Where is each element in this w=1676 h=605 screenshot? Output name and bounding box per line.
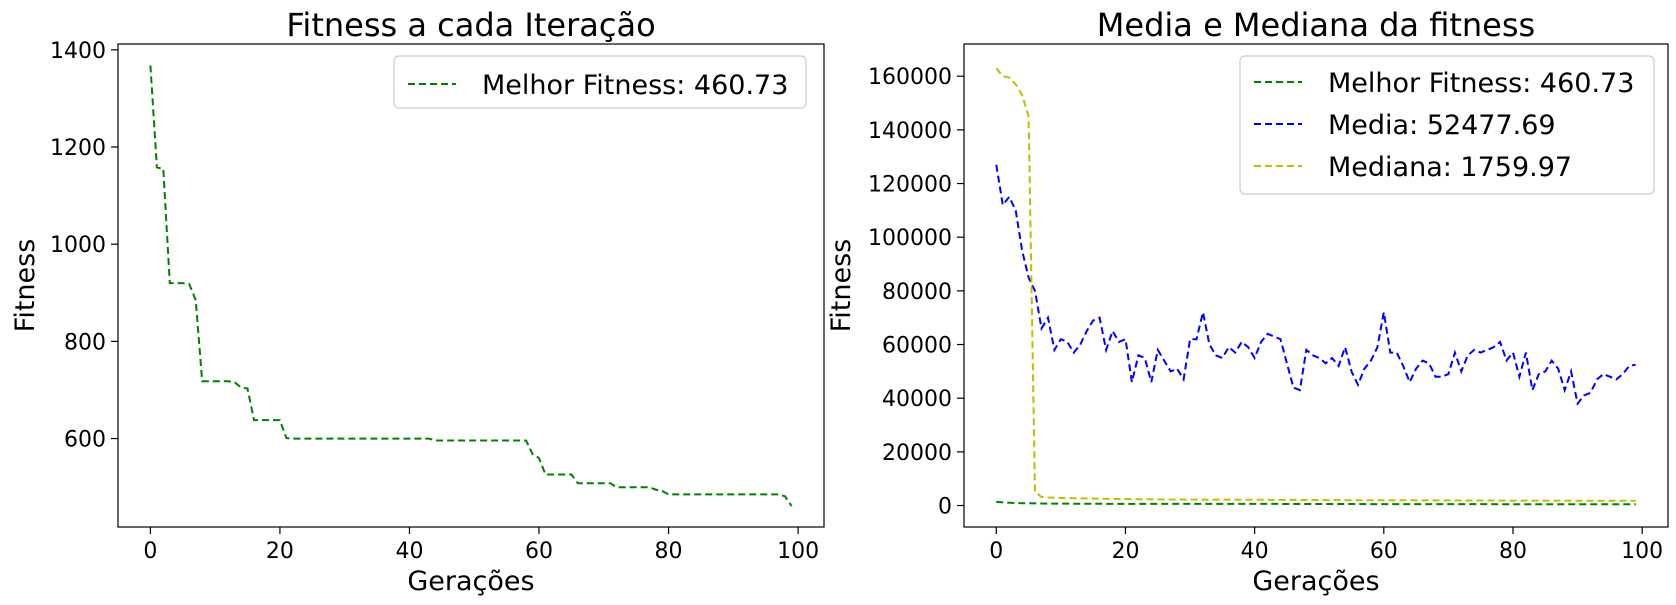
y-tick-label: 40000 [882, 387, 952, 412]
series-line-0 [149, 65, 793, 507]
y-tick-label: 140000 [868, 119, 952, 144]
x-axis-label: Gerações [1252, 566, 1379, 597]
y-tick-label: 0 [938, 495, 952, 520]
x-tick-label: 40 [395, 539, 423, 564]
chart-fitness-per-iteration: Fitness a cada Iteração 0 20 40 60 80 100 600 80… [10, 6, 825, 597]
y-tick-label: 20000 [882, 441, 952, 466]
chart-title: Media e Mediana da fitness [1097, 6, 1535, 44]
legend-label-1: Media: 52477.69 [1328, 110, 1556, 141]
legend: Melhor Fitness: 460.73 Media: 52477.69 Med… [1239, 55, 1655, 195]
x-tick-label: 0 [143, 539, 157, 564]
y-tick-label: 60000 [882, 334, 952, 359]
x-tick-label: 100 [777, 539, 819, 564]
chart-title: Fitness a cada Iteração [286, 6, 655, 44]
x-tick-label: 0 [989, 539, 1003, 564]
y-tick-label: 1200 [50, 136, 106, 161]
legend-label-2: Mediana: 1759.97 [1328, 152, 1572, 183]
legend-box [393, 55, 807, 109]
series-line-1 [995, 164, 1636, 406]
x-axis-label: Gerações [407, 566, 534, 597]
y-tick-label: 1000 [50, 233, 106, 258]
y-tick-label: 80000 [882, 280, 952, 305]
x-tick-label: 40 [1241, 539, 1269, 564]
plot-area-frame [963, 43, 1669, 528]
y-tick-label: 120000 [868, 173, 952, 198]
legend-label-0: Melhor Fitness: 460.73 [482, 70, 788, 101]
x-tick-label: 80 [655, 539, 683, 564]
x-tick-label: 20 [1111, 539, 1139, 564]
legend-box [1239, 55, 1655, 195]
x-tick-label: 80 [1499, 539, 1527, 564]
y-tick-label: 160000 [868, 65, 952, 90]
y-axis-label: Fitness [826, 239, 857, 333]
legend: Melhor Fitness: 460.73 [393, 55, 807, 109]
series-line-2 [995, 67, 1636, 502]
y-tick-label: 100000 [868, 226, 952, 251]
x-tick-label: 100 [1621, 539, 1663, 564]
chart-mean-median-fitness: Media e Mediana da fitness 0 20 40 60 80 100 0 2… [826, 6, 1669, 597]
x-tick-label: 60 [1370, 539, 1398, 564]
legend-label-0: Melhor Fitness: 460.73 [1328, 68, 1634, 99]
series-line-0 [996, 500, 1636, 506]
x-tick-label: 20 [266, 539, 294, 564]
y-tick-label: 800 [64, 330, 106, 355]
plot-area-frame [117, 43, 825, 528]
x-tick-label: 60 [525, 539, 553, 564]
y-axis-label: Fitness [10, 239, 41, 333]
y-tick-label: 600 [64, 428, 106, 453]
y-tick-label: 1400 [50, 39, 106, 64]
